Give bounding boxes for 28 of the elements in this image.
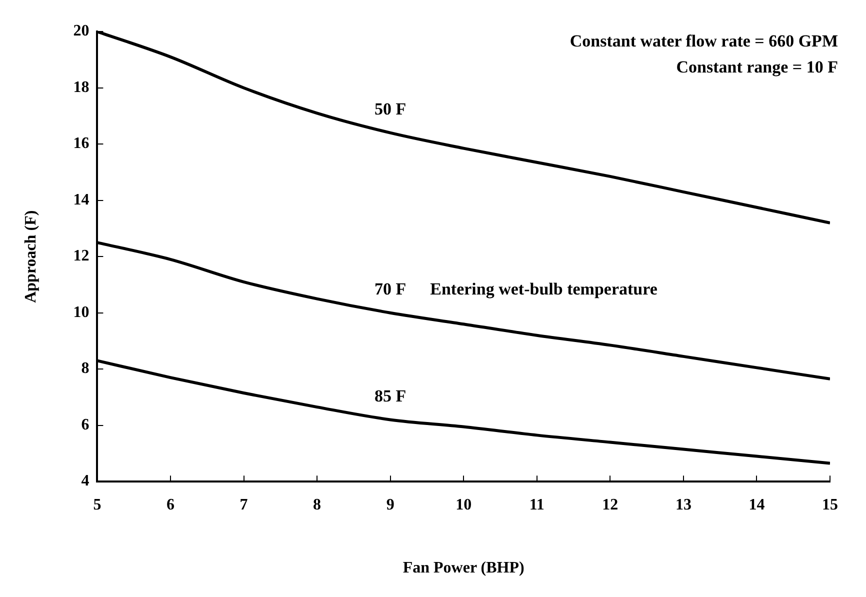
- y-axis-title: Approach (F): [22, 210, 40, 303]
- x-tick-label: 14: [748, 496, 765, 514]
- x-tick-label: 5: [93, 496, 102, 514]
- y-tick-label: 16: [73, 135, 90, 152]
- x-tick-label: 13: [675, 496, 692, 514]
- y-tick-label: 12: [73, 248, 90, 265]
- x-tick-label: 9: [386, 496, 394, 514]
- x-tick-label: 11: [529, 496, 544, 514]
- series-label: 70 F: [374, 280, 406, 299]
- x-axis-title: Fan Power (BHP): [402, 560, 524, 577]
- annotation: Constant water flow rate = 660 GPM: [570, 31, 838, 50]
- y-tick-label: 4: [81, 472, 90, 490]
- y-tick-label: 14: [73, 191, 90, 208]
- x-tick-label: 7: [240, 496, 248, 514]
- y-tick-label: 20: [73, 22, 90, 40]
- x-tick-label: 12: [602, 496, 618, 514]
- x-tick-label: 15: [822, 496, 838, 514]
- series-label: 50 F: [374, 100, 406, 119]
- y-tick-label: 8: [81, 360, 90, 378]
- series-label: 85 F: [374, 386, 406, 406]
- legend-title: Entering wet-bulb temperature: [430, 280, 658, 299]
- y-tick-label: 18: [73, 78, 90, 96]
- x-tick-label: 8: [313, 496, 322, 514]
- annotation: Constant range = 10 F: [676, 57, 838, 76]
- x-tick-label: 10: [456, 496, 472, 514]
- y-tick-label: 6: [81, 416, 90, 434]
- y-tick-label: 10: [73, 304, 90, 321]
- x-tick-label: 6: [166, 496, 174, 514]
